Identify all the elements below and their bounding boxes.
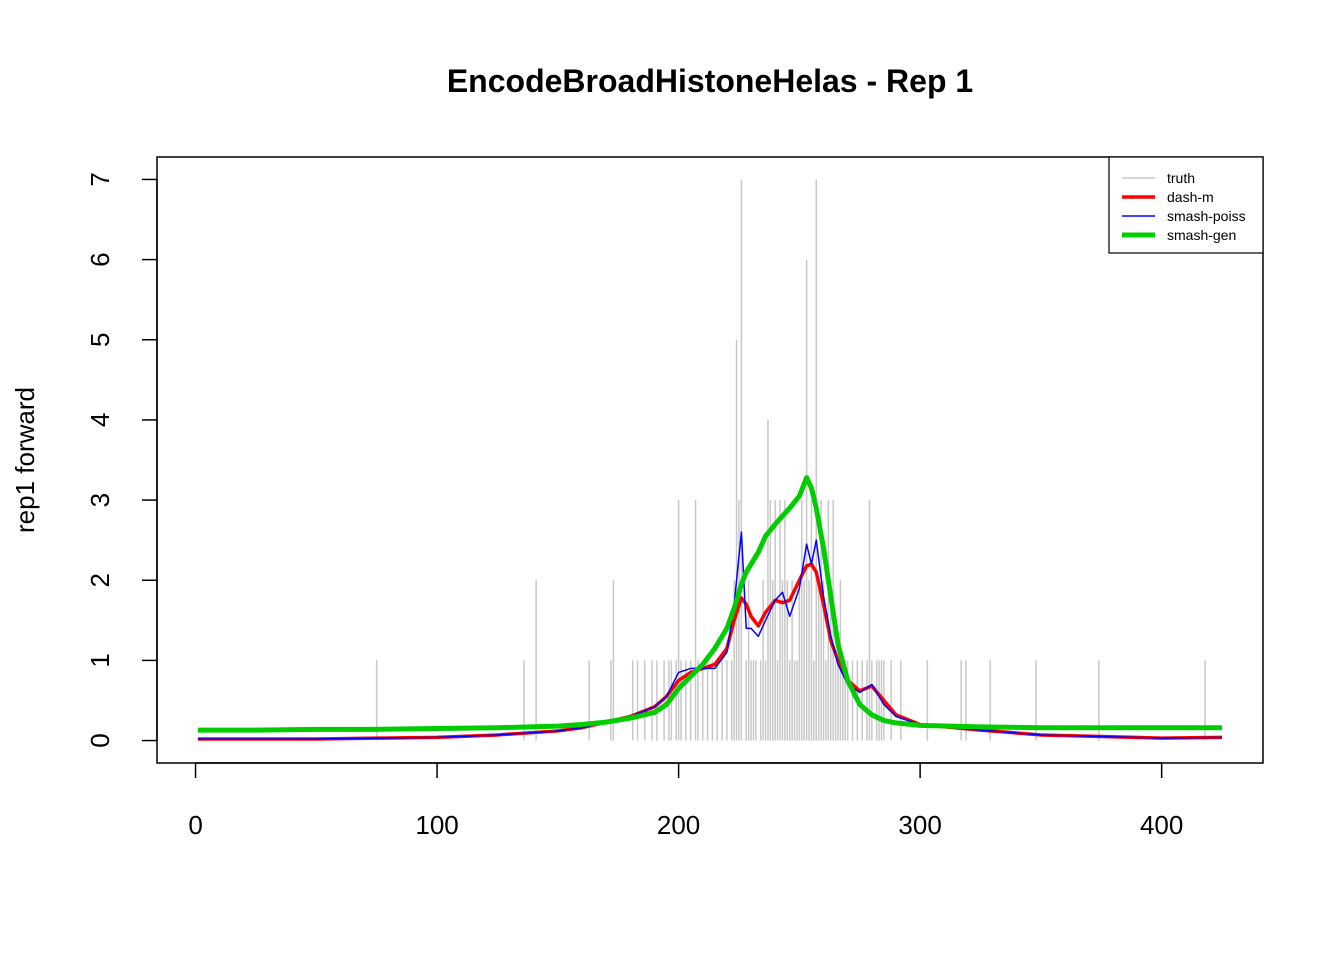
plot-box — [156, 156, 1264, 764]
x-tick-label: 400 — [1140, 810, 1183, 840]
y-tick-label: 1 — [85, 653, 115, 667]
chart-title: EncodeBroadHistoneHelas - Rep 1 — [447, 63, 973, 99]
plot-area — [197, 179, 1223, 741]
series-line — [197, 475, 1223, 733]
legend-label: dash-m — [1167, 189, 1214, 205]
legend-label: smash-poiss — [1167, 208, 1246, 224]
legend-label: smash-gen — [1167, 227, 1236, 243]
x-tick-label: 200 — [657, 810, 700, 840]
x-tick-label: 0 — [188, 810, 202, 840]
y-tick-label: 5 — [85, 333, 115, 347]
x-tick-label: 300 — [898, 810, 941, 840]
y-tick-label: 0 — [85, 733, 115, 747]
y-axis-label: rep1 forward — [10, 387, 40, 533]
y-tick-label: 2 — [85, 573, 115, 587]
y-tick-label: 4 — [85, 413, 115, 427]
x-tick-label: 100 — [415, 810, 458, 840]
legend-label: truth — [1167, 170, 1195, 186]
y-tick-label: 3 — [85, 493, 115, 507]
series-line — [197, 531, 1223, 740]
y-tick-label: 6 — [85, 252, 115, 266]
y-tick-label: 7 — [85, 172, 115, 186]
